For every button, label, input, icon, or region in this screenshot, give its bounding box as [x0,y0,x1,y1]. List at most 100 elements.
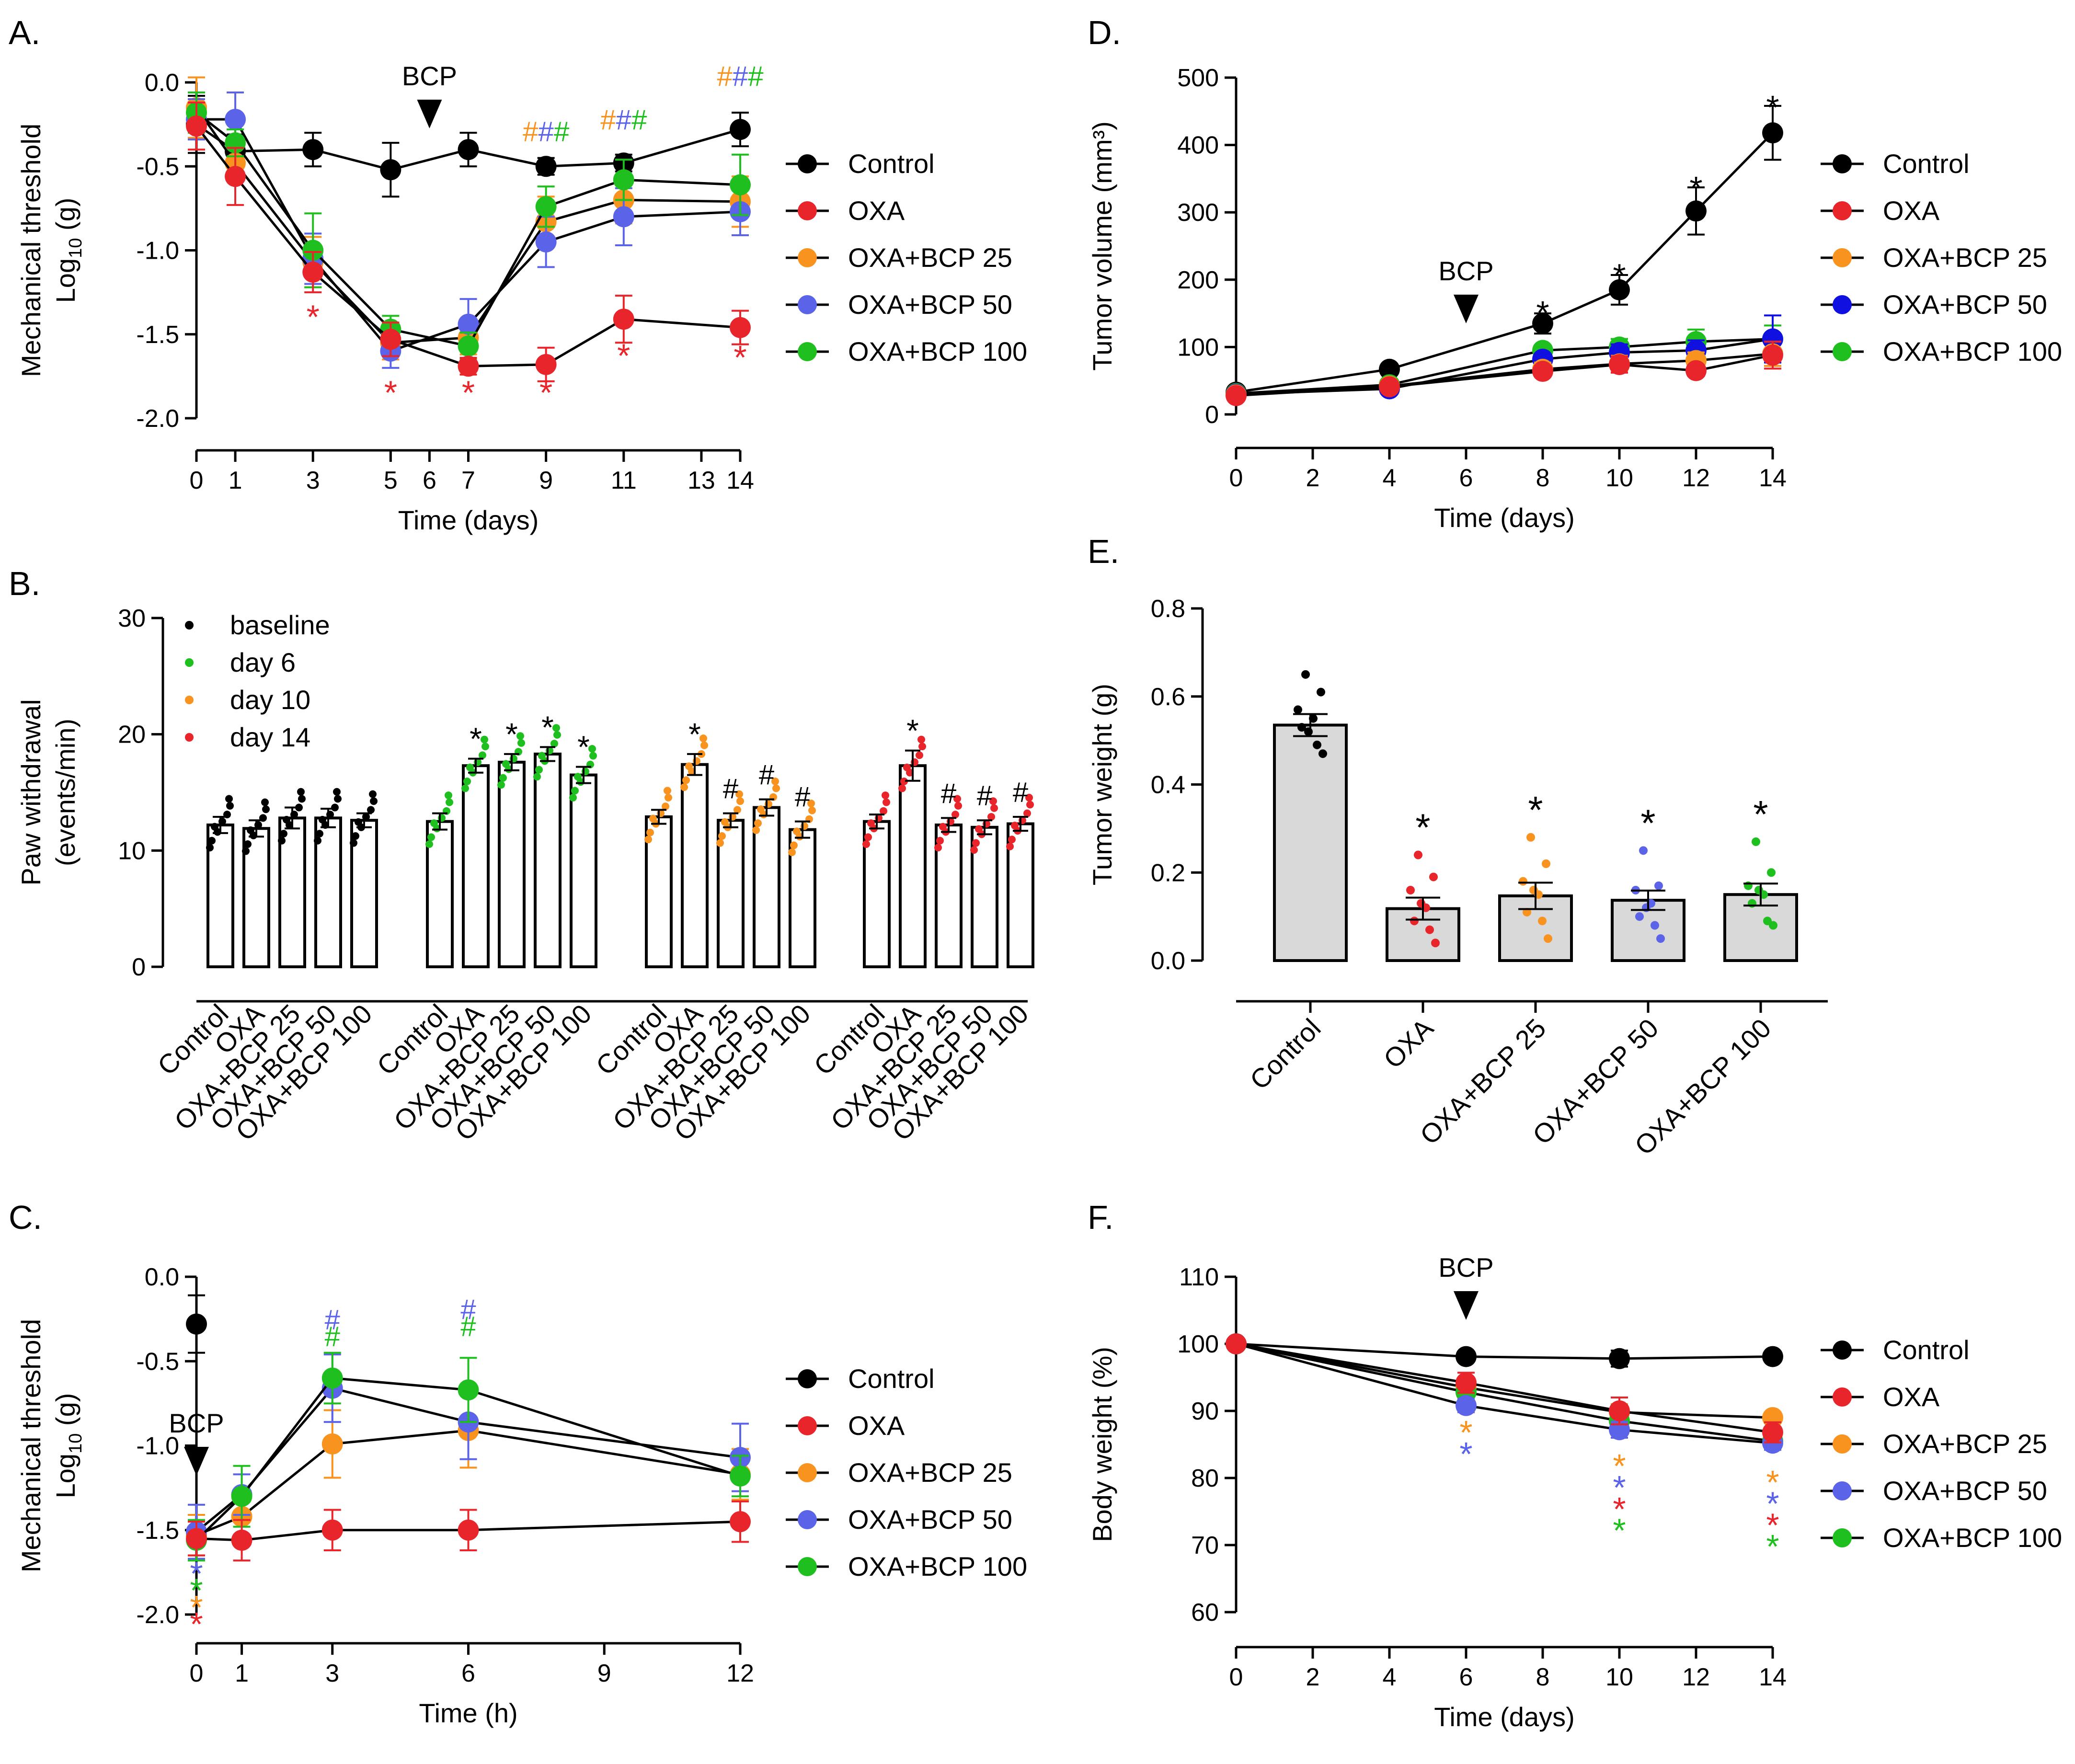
legend-label: Control [848,1363,935,1394]
data-dot [334,795,342,803]
data-dot [466,763,474,771]
data-point [186,115,207,137]
legend-marker [798,201,817,220]
data-dot [987,813,995,821]
data-dot [1529,886,1538,894]
data-dot [790,841,798,849]
data-dot [649,814,657,823]
bar [1273,723,1348,962]
data-dot [502,760,510,768]
data-dot [954,802,962,810]
data-dot [1769,921,1777,930]
data-dot [970,846,978,854]
legend-label: OXA+BCP 50 [1883,289,2047,320]
legend-label: OXA+BCP 25 [1883,1429,2047,1459]
data-dot [481,735,488,744]
bcp-label: BCP [402,61,457,91]
data-point [458,139,479,160]
data-dot [975,825,983,833]
data-dot [479,751,486,759]
legend-label: baseline [230,610,330,640]
data-dot [718,832,726,840]
data-dot [516,732,524,740]
bar-group-day-10: Control*OXA#OXA+BCP 25#OXA+BCP 50#OXA+BC… [590,716,816,1146]
legend-label: OXA [1883,1382,1940,1412]
data-dot [934,844,942,852]
significance-star: * [577,729,590,765]
data-dot [772,784,780,792]
significance-star: * [688,716,701,752]
significance-star: * [190,1589,203,1626]
legend-marker [1833,295,1852,314]
data-dot [1008,836,1016,844]
data-dot [244,840,252,848]
legend-label: OXA+BCP 50 [1883,1476,2047,1506]
bar [899,764,927,968]
data-point [535,231,557,252]
y-axis-title-line2: (events/min) [50,719,80,866]
data-point [613,309,634,330]
x-axis-title: Time (days) [398,505,539,535]
data-dot [1304,727,1313,736]
legend-label: OXA+BCP 25 [1883,242,2047,273]
y-tick-label: -1.0 [136,1432,179,1460]
data-dot [370,797,378,805]
legend-marker [1833,1340,1852,1360]
series-line [195,123,741,171]
y-tick-label: 60 [1191,1599,1219,1627]
y-tick-label: 100 [1177,1330,1219,1358]
data-point [1762,122,1783,144]
significance-hash: # [616,104,631,136]
bar [242,827,270,969]
data-dot [807,800,815,808]
x-axis-title: Time (h) [419,1698,517,1728]
significance-star: * [1459,1435,1472,1473]
data-dot [916,751,923,759]
data-point [730,1511,751,1533]
data-point [730,119,751,140]
data-point [535,196,557,218]
data-point [535,354,557,375]
x-tick-label: 3 [306,467,320,494]
x-category-label: OXA [1377,1012,1439,1074]
bar [1723,893,1798,962]
y-tick-label: 400 [1177,132,1219,160]
data-dot [1025,793,1033,802]
significance-star: * [1766,89,1779,126]
significance-star: * [617,337,630,374]
bar-control: Control [1244,670,1348,1095]
bar [462,764,490,968]
series-control [186,1294,207,1354]
legend-marker [798,295,817,314]
significance-star: * [1613,1490,1626,1528]
x-tick-label: 1 [235,1660,249,1687]
legend-label: OXA+BCP 50 [848,1504,1012,1535]
legend-label: OXA [848,1410,905,1441]
significance-star: * [307,298,320,336]
data-dot [1318,749,1327,758]
panel-C: C. 0.0 -0.5 -1.0 -1.5 -2.0 0 1 3 6 9 12 Time (h) Mech… [9,1199,1027,1728]
data-dot [700,741,708,749]
significance-star: * [1753,793,1768,836]
series-line [1236,338,1773,396]
series-line [1236,354,1773,397]
data-dot [538,752,546,760]
data-dot [588,745,596,753]
x-tick-label: 5 [384,467,398,494]
data-dot [1651,921,1659,930]
y-tick-label: -1.0 [136,237,179,265]
data-dot [880,807,887,815]
bar [498,760,526,968]
data-dot [900,777,908,785]
panel-B: B. 0 10 20 30 Paw withdrawal (events/min) Contr… [9,565,1034,1146]
data-point [1532,313,1553,334]
data-point [1532,361,1553,382]
data-point [458,313,479,335]
bcp-arrow-icon [1454,1291,1479,1320]
data-point [225,109,246,130]
data-dot [574,773,582,781]
bcp-arrow-icon [417,100,442,128]
bcp-arrow-icon [1454,295,1479,323]
y-tick-label: 100 [1177,333,1219,361]
